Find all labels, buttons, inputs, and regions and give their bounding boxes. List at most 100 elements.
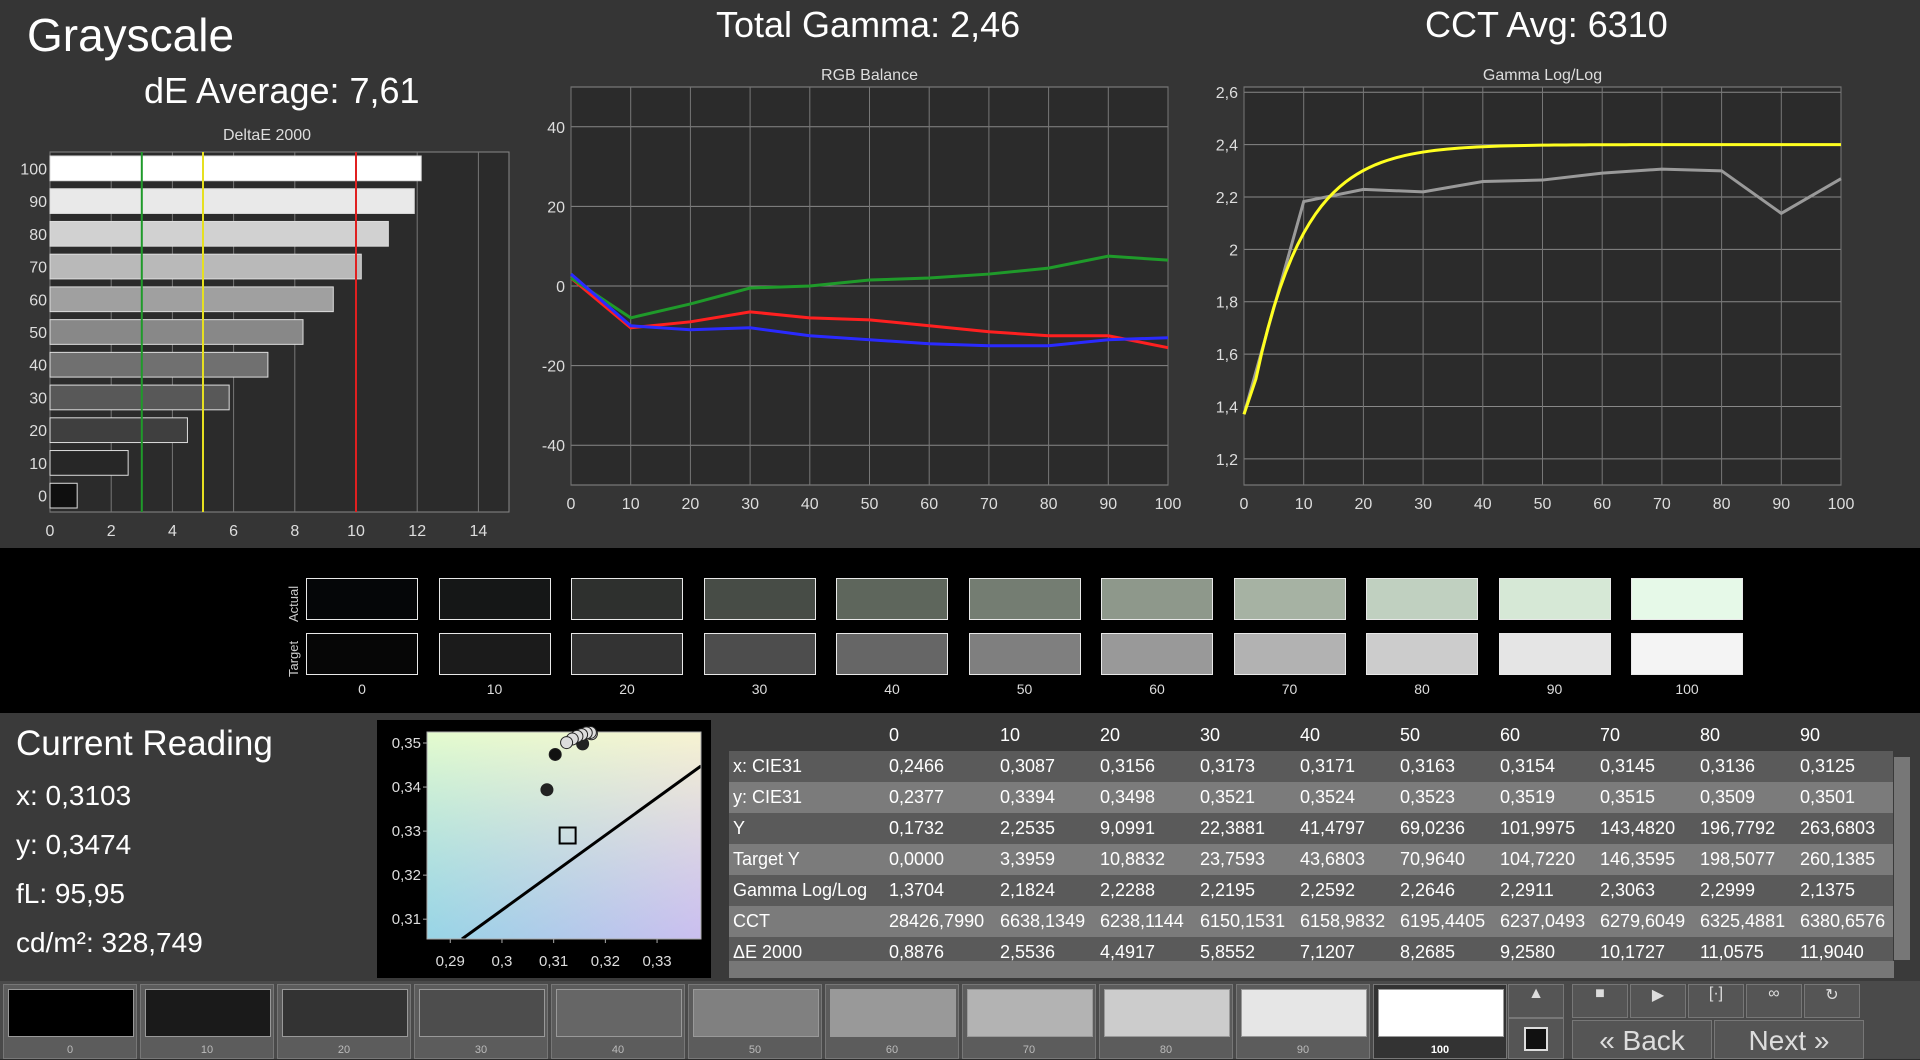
- actual-swatch: [703, 578, 816, 620]
- actual-swatch: [1233, 578, 1346, 620]
- series-line: [570, 272, 1169, 348]
- continuous-button[interactable]: ∞: [1746, 984, 1802, 1018]
- table-cell: 6279,6049: [1596, 906, 1696, 937]
- swatch-label: 90: [1546, 681, 1563, 697]
- table-cell: 41,4797: [1296, 813, 1396, 844]
- cie-y-tick: 0,33: [392, 823, 421, 840]
- swatch-label: 20: [619, 681, 635, 697]
- cie-y-tick: 0,31: [392, 911, 421, 928]
- cie-x-tick: 0,32: [591, 953, 620, 970]
- x-tick-label: 8: [290, 523, 299, 540]
- column-header: 0: [889, 725, 900, 745]
- table-cell: 0,3171: [1296, 751, 1396, 782]
- patch-button[interactable]: 30: [414, 984, 548, 1059]
- target-swatch: [703, 633, 816, 675]
- y-tick-label: -40: [542, 438, 565, 455]
- x-tick-label: 0: [567, 496, 576, 513]
- table-cell: 3,3959: [996, 844, 1096, 875]
- bar: [49, 384, 230, 411]
- y-tick-label: 2,4: [1216, 138, 1238, 155]
- table-cell: 6150,1531: [1196, 906, 1296, 937]
- column-header: 70: [1600, 725, 1621, 745]
- target-swatch: [1366, 633, 1478, 675]
- chart-title: DeltaE 2000: [223, 127, 311, 144]
- cct-average: CCT Avg: 6310: [1425, 4, 1668, 45]
- table-cell: 2,1375: [1796, 875, 1893, 906]
- column-header: 60: [1500, 725, 1521, 745]
- stop-icon: ■: [1595, 985, 1605, 1002]
- vertical-scrollbar[interactable]: [1894, 757, 1910, 960]
- x-tick-label: 70: [980, 496, 998, 513]
- table-cell: 2,2999: [1696, 875, 1796, 906]
- double-right-icon: »: [1813, 1025, 1830, 1056]
- patch-button[interactable]: 70: [962, 984, 1096, 1059]
- back-button[interactable]: « Back: [1572, 1020, 1712, 1059]
- table-cell: 2,2288: [1096, 875, 1196, 906]
- actual-swatch: [1101, 578, 1213, 620]
- y-tick-label: 2: [1229, 242, 1238, 259]
- table-cell: 0,3515: [1596, 782, 1696, 813]
- patch-label: 30: [474, 1044, 488, 1056]
- double-left-icon: «: [1599, 1025, 1615, 1056]
- actual-swatch: [438, 578, 551, 620]
- table-cell: 2,2646: [1396, 875, 1496, 906]
- patch-button[interactable]: 10: [140, 984, 274, 1059]
- y-tick-label: 100: [20, 161, 47, 178]
- table-cell: 2,2535: [996, 813, 1096, 844]
- measured-point: [548, 747, 562, 761]
- patch-color: [8, 989, 134, 1037]
- patch-color: [419, 989, 545, 1037]
- swatch-label: 30: [751, 681, 768, 697]
- cie-plot: 0,35 0,34 0,33 0,32 0,31 0,29 0,3 0,31 0,32 0,33: [392, 725, 702, 970]
- y-tick-label: 30: [29, 390, 47, 407]
- table-cell: 263,6803: [1796, 813, 1893, 844]
- stop-play-button[interactable]: [1508, 1018, 1564, 1059]
- refresh-button[interactable]: ↻: [1804, 984, 1860, 1018]
- column-header: [729, 720, 885, 751]
- measurement-table[interactable]: 0102030405060708090100x: CIE310,24660,30…: [729, 720, 1893, 975]
- patch-label: 50: [748, 1044, 762, 1056]
- table-cell: 198,5077: [1696, 844, 1796, 875]
- cie-x-tick: 0,31: [539, 953, 568, 970]
- patch-button[interactable]: 20: [277, 984, 411, 1059]
- patch-button[interactable]: 50: [688, 984, 822, 1059]
- stop-button[interactable]: ■: [1572, 984, 1628, 1018]
- next-button[interactable]: Next »: [1714, 1020, 1864, 1059]
- swatch-row-label: Target: [286, 640, 301, 677]
- table-cell: 43,6803: [1296, 844, 1396, 875]
- table-cell: 28426,7990: [885, 906, 996, 937]
- infinity-icon: ∞: [1768, 985, 1780, 1002]
- patch-label: 100: [1430, 1044, 1450, 1056]
- bar: [49, 220, 389, 247]
- patch-label: 60: [885, 1044, 899, 1056]
- x-tick-label: 2: [107, 523, 116, 540]
- table-cell: 0,3087: [996, 751, 1096, 782]
- y-tick-label: -20: [542, 359, 565, 376]
- play-button[interactable]: ▶: [1630, 984, 1686, 1018]
- swatch-label: 70: [1281, 681, 1298, 697]
- patch-button[interactable]: 80: [1099, 984, 1233, 1059]
- bar: [49, 286, 334, 313]
- cie-diagram: 0,35 0,34 0,33 0,32 0,31 0,29 0,3 0,31 0,32 0,33: [377, 720, 711, 978]
- target-swatch: [1631, 633, 1743, 675]
- patch-color: [967, 989, 1093, 1037]
- actual-swatch: [836, 578, 948, 620]
- scroll-up-button[interactable]: ▲: [1508, 984, 1564, 1018]
- patch-button[interactable]: 0: [3, 984, 137, 1059]
- table-cell: 0,3136: [1696, 751, 1796, 782]
- swatch-label: 10: [486, 681, 503, 697]
- measure-once-button[interactable]: [·]: [1688, 984, 1744, 1018]
- table-cell: 6195,4405: [1396, 906, 1496, 937]
- patch-button[interactable]: 60: [825, 984, 959, 1059]
- patch-button[interactable]: 90: [1236, 984, 1370, 1059]
- table-cell: 0,2377: [885, 782, 996, 813]
- patch-label: 70: [1022, 1044, 1036, 1056]
- table-cell: 69,0236: [1396, 813, 1496, 844]
- page-title: Grayscale: [27, 9, 235, 61]
- patch-button[interactable]: 100: [1373, 984, 1507, 1059]
- x-tick-label: 6: [229, 523, 238, 540]
- patch-button[interactable]: 40: [551, 984, 685, 1059]
- bar: [49, 351, 269, 378]
- horizontal-scrollbar[interactable]: [729, 961, 1894, 978]
- x-tick-label: 4: [168, 523, 177, 540]
